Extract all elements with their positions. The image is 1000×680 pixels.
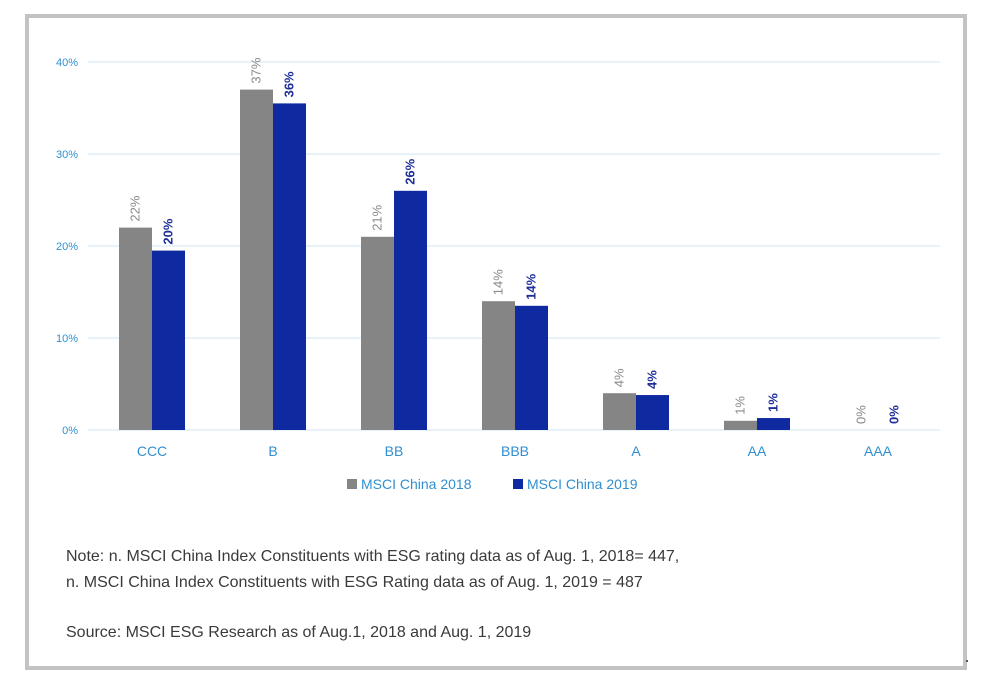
x-tick-label: B bbox=[268, 443, 277, 459]
y-axis-ticks: 0% 10% 20% 30% 40% bbox=[56, 57, 78, 437]
y-tick-label: 10% bbox=[56, 333, 78, 345]
y-tick-label: 40% bbox=[56, 57, 78, 69]
x-tick-label: CCC bbox=[137, 443, 167, 459]
bar-b-2019 bbox=[273, 103, 306, 431]
legend-label-2019: MSCI China 2019 bbox=[527, 476, 638, 492]
legend-label-2018: MSCI China 2018 bbox=[361, 476, 472, 492]
data-label: 0% bbox=[887, 405, 902, 424]
data-label: 14% bbox=[491, 269, 506, 295]
note-line-2: n. MSCI China Index Constituents with ES… bbox=[66, 574, 643, 591]
data-label: 1% bbox=[733, 396, 748, 415]
legend: MSCI China 2018 MSCI China 2019 bbox=[347, 476, 638, 492]
data-label: 36% bbox=[282, 71, 297, 97]
bars bbox=[119, 89, 790, 431]
bar-a-2018 bbox=[603, 393, 636, 430]
data-label: 20% bbox=[161, 218, 176, 244]
bar-aa-2018 bbox=[724, 420, 757, 430]
bar-bb-2019 bbox=[394, 190, 427, 430]
bar-bbb-2018 bbox=[482, 301, 515, 430]
data-label: 37% bbox=[249, 57, 264, 83]
data-labels: 22% 20% 37% 36% 21% 26% 14% 14% 4% 4% 1% 1% 0% 0% bbox=[128, 57, 902, 424]
legend-swatch-2019 bbox=[513, 479, 523, 489]
stray-dot bbox=[966, 660, 968, 662]
legend-swatch-2018 bbox=[347, 479, 357, 489]
bar-b-2018 bbox=[240, 89, 273, 430]
data-label: 26% bbox=[403, 158, 418, 184]
data-label: 14% bbox=[524, 273, 539, 299]
bar-bb-2018 bbox=[361, 236, 394, 430]
data-label: 1% bbox=[766, 393, 781, 412]
x-tick-label: A bbox=[631, 443, 641, 459]
x-tick-label: AA bbox=[748, 443, 767, 459]
x-axis-ticks: CCC B BB BBB A AA AAA bbox=[137, 443, 893, 459]
data-label: 4% bbox=[612, 368, 627, 387]
note-line-1: Note: n. MSCI China Index Constituents w… bbox=[66, 548, 680, 565]
y-tick-label: 0% bbox=[62, 425, 78, 437]
data-label: 0% bbox=[854, 405, 869, 424]
bar-a-2019 bbox=[636, 395, 669, 430]
data-label: 22% bbox=[128, 195, 143, 221]
bar-aa-2019 bbox=[757, 418, 790, 430]
data-label: 21% bbox=[370, 204, 385, 230]
bar-bbb-2019 bbox=[515, 305, 548, 430]
data-label: 4% bbox=[645, 370, 660, 389]
x-tick-label: BBB bbox=[501, 443, 529, 459]
y-tick-label: 30% bbox=[56, 149, 78, 161]
x-tick-label: BB bbox=[385, 443, 404, 459]
bar-ccc-2018 bbox=[119, 227, 152, 430]
bar-ccc-2019 bbox=[152, 250, 185, 430]
y-tick-label: 20% bbox=[56, 241, 78, 253]
source-note: Source: MSCI ESG Research as of Aug.1, 2… bbox=[66, 624, 532, 641]
x-tick-label: AAA bbox=[864, 443, 893, 459]
